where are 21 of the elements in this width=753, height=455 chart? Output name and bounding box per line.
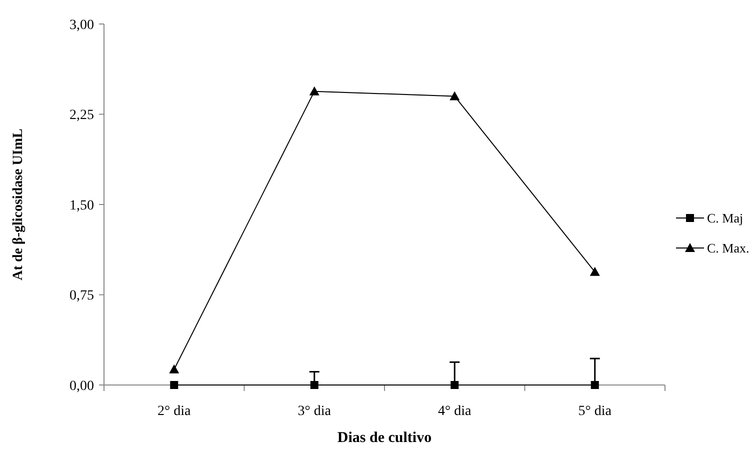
y-tick-label: 0,00 [70,378,94,394]
y-tick-label: 1,50 [70,198,94,214]
y-tick-label: 0,75 [70,288,94,304]
point [450,91,460,100]
x-tick-label: 2° dia [158,404,192,419]
point [450,381,459,389]
x-tick-label: 3° dia [298,404,332,419]
point [590,266,600,276]
legend-label: C. Max. [707,240,750,256]
x-axis-title: Dias de cultivo [337,430,432,446]
y-tick-label: 2,25 [70,108,94,124]
x-tick-label: 5° dia [578,404,612,419]
point [590,381,599,389]
y-tick-label: 3,00 [70,18,94,33]
x-tick-label: 4° dia [438,404,472,419]
point [309,86,320,96]
point [169,364,180,374]
y-axis-title: At de β-glicosidase UImL [11,128,26,280]
point [170,381,178,389]
point [310,381,318,389]
legend-label: C. Maj [707,210,744,226]
